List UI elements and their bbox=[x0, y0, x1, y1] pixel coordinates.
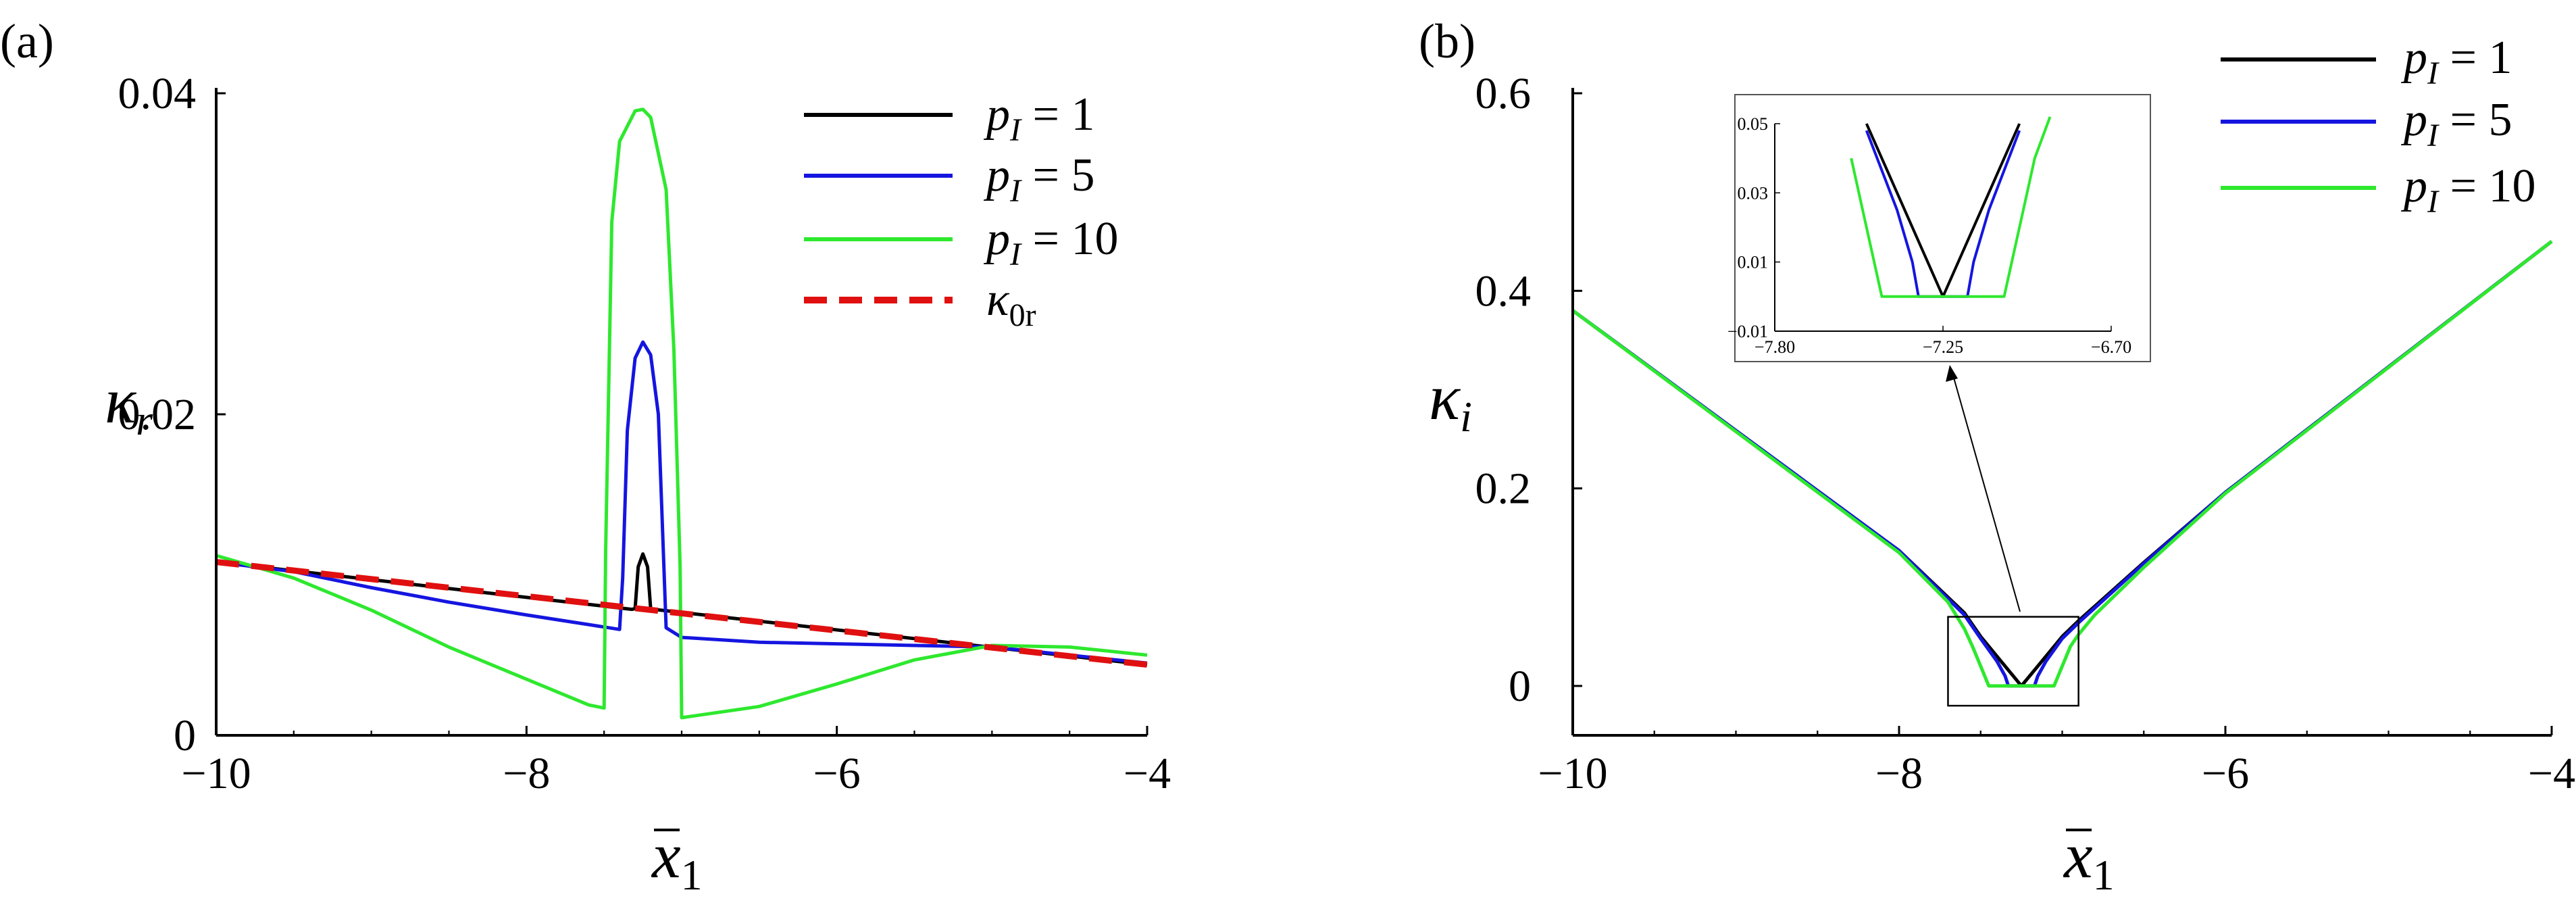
x-tick-label: −6.70 bbox=[2091, 337, 2131, 357]
panel-b: (b) −10 −8 −6 −4 0 0.2 0.4 0.6 κi x1 bbox=[1419, 14, 2575, 899]
panel-a: (a) −10 −8 −6 −4 0 0.02 0.04 κr x1 pI = 1 pI =… bbox=[0, 14, 1171, 899]
panel-a-legend: pI = 1 pI = 5 pI = 10 κ0r bbox=[804, 89, 1118, 333]
y-tick-label: 0 bbox=[174, 711, 196, 760]
y-tick-label: 0.6 bbox=[1475, 69, 1532, 118]
series-pI_5 bbox=[216, 340, 1148, 665]
y-tick-label: 0.03 bbox=[1738, 183, 1769, 203]
panel-a-curves bbox=[216, 107, 1148, 720]
zoom-region-box bbox=[1947, 616, 2079, 707]
inset-curves bbox=[1850, 116, 2052, 298]
y-tick-label: 0.05 bbox=[1738, 114, 1769, 134]
x-tick-label: −8 bbox=[1875, 749, 1923, 798]
y-tick-label: 0 bbox=[1509, 662, 1531, 711]
legend-a-label-kappa0r: κ0r bbox=[986, 274, 1036, 333]
panel-a-xlabel: x1 bbox=[651, 819, 703, 899]
x-tick-label: −10 bbox=[1538, 749, 1607, 798]
y-tick-label: 0.02 bbox=[118, 390, 197, 439]
legend-a-label-pI1: pI = 1 bbox=[983, 89, 1094, 148]
legend-a-label-pI5: pI = 5 bbox=[983, 149, 1094, 209]
x-tick-label: −8 bbox=[503, 749, 550, 798]
svg-text:x1: x1 bbox=[2063, 819, 2115, 899]
y-tick-label: −0.01 bbox=[1727, 322, 1768, 341]
y-tick-label: 0.01 bbox=[1738, 253, 1769, 272]
series-pI_10 bbox=[1850, 116, 2052, 298]
inset: −7.80 −7.25 −6.70 −0.01 0.01 0.03 0.05 bbox=[1727, 94, 2151, 362]
panel-a-ticks: −10 −8 −6 −4 0 0.02 0.04 bbox=[118, 69, 1171, 798]
x-tick-label: −10 bbox=[181, 749, 251, 798]
x-tick-label: −7.25 bbox=[1923, 337, 1963, 357]
panel-b-ylabel: κi bbox=[1429, 361, 1472, 441]
panel-a-ylabel: κr bbox=[105, 364, 153, 444]
y-tick-label: 0.2 bbox=[1475, 464, 1532, 514]
panel-b-label: (b) bbox=[1419, 14, 1475, 68]
legend-a-label-pI10: pI = 10 bbox=[983, 213, 1118, 272]
x-tick-label: −6 bbox=[813, 749, 861, 798]
legend-b-label-pI1: pI = 1 bbox=[2400, 32, 2512, 91]
panel-a-label: (a) bbox=[0, 14, 54, 68]
legend-b-label-pI10: pI = 10 bbox=[2400, 160, 2535, 220]
x-tick-label: −4 bbox=[2528, 749, 2575, 798]
inset-frame bbox=[1734, 94, 2151, 362]
zoom-arrow bbox=[1946, 365, 2021, 612]
x-tick-label: −7.80 bbox=[1754, 337, 1795, 357]
svg-text:x1: x1 bbox=[651, 819, 703, 899]
legend-b-label-pI5: pI = 5 bbox=[2400, 94, 2512, 153]
y-tick-label: 0.04 bbox=[118, 69, 197, 118]
series-kappa0r bbox=[216, 559, 1148, 668]
panel-b-legend: pI = 1 pI = 5 pI = 10 bbox=[2221, 32, 2535, 220]
series-pI_10 bbox=[1571, 240, 2553, 688]
x-tick-label: −4 bbox=[1123, 749, 1171, 798]
panel-b-ticks: −10 −8 −6 −4 0 0.2 0.4 0.6 bbox=[1475, 69, 2576, 798]
x-tick-label: −6 bbox=[2202, 749, 2249, 798]
panel-b-xlabel: x1 bbox=[2063, 819, 2115, 899]
y-tick-label: 0.4 bbox=[1475, 266, 1532, 316]
inset-ticks: −7.80 −7.25 −6.70 −0.01 0.01 0.03 0.05 bbox=[1727, 114, 2131, 357]
series-pI_10 bbox=[216, 107, 1148, 720]
